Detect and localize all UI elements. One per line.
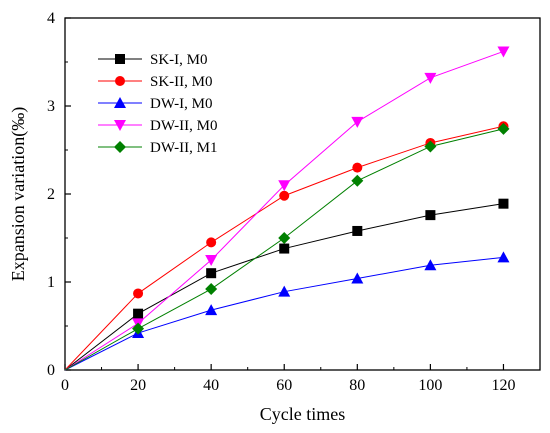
y-axis-title: Expansion variation(‰) (8, 107, 29, 281)
data-point (133, 288, 144, 299)
data-point (279, 243, 290, 254)
legend-marker (115, 76, 125, 86)
legend-item: DW-II, M1 (98, 140, 218, 156)
x-tick-label: 120 (491, 377, 515, 394)
series-sk-i-m0 (64, 198, 509, 371)
legend-item: SK-II, M0 (98, 74, 213, 90)
legend-marker (114, 120, 126, 131)
legend-label: DW-II, M0 (150, 118, 218, 134)
data-point (206, 237, 217, 248)
data-point (278, 232, 291, 244)
y-tick-label: 0 (47, 362, 55, 379)
legend-item: DW-I, M0 (98, 96, 213, 112)
data-point (497, 122, 510, 135)
series-dw-i-m0 (64, 251, 510, 371)
data-point (279, 190, 290, 201)
legend-label: DW-II, M1 (150, 140, 218, 156)
data-point (351, 116, 364, 128)
x-tick-label: 100 (418, 377, 442, 394)
x-tick-label: 0 (61, 377, 69, 394)
data-point (351, 272, 364, 284)
x-tick-label: 60 (276, 377, 292, 394)
legend-marker (114, 141, 126, 153)
legend-label: SK-II, M0 (150, 74, 213, 90)
series-line (64, 256, 504, 371)
data-point (205, 255, 218, 266)
x-tick-label: 40 (203, 377, 219, 394)
data-point (497, 251, 510, 263)
legend-label: SK-I, M0 (150, 52, 208, 68)
data-point (425, 210, 436, 221)
data-point (278, 285, 291, 297)
data-point (352, 225, 363, 236)
data-point (132, 322, 145, 335)
data-point (352, 162, 363, 173)
data-point (133, 308, 144, 319)
y-tick-label: 3 (47, 98, 55, 115)
data-point (206, 268, 217, 279)
data-point (424, 140, 437, 153)
data-point (278, 180, 291, 192)
x-tick-label: 80 (349, 377, 365, 394)
data-point (205, 283, 218, 296)
legend-label: DW-I, M0 (150, 96, 213, 112)
x-axis-title: Cycle times (260, 404, 345, 424)
y-tick-label: 2 (47, 186, 55, 203)
y-tick-label: 4 (47, 10, 55, 27)
series-dw-ii-m1 (64, 122, 510, 371)
legend-item: DW-II, M0 (98, 118, 218, 134)
data-point (351, 174, 364, 187)
series-line (64, 50, 504, 371)
legend-marker (114, 97, 126, 108)
data-point (424, 72, 437, 84)
data-point (424, 259, 437, 271)
y-tick-label: 1 (47, 274, 55, 291)
legend-marker (115, 54, 125, 64)
data-point (497, 46, 510, 58)
data-point (205, 304, 218, 316)
x-tick-label: 20 (130, 377, 146, 394)
legend-item: SK-I, M0 (98, 52, 208, 68)
series-dw-ii-m0 (64, 46, 510, 371)
data-point (498, 198, 509, 209)
